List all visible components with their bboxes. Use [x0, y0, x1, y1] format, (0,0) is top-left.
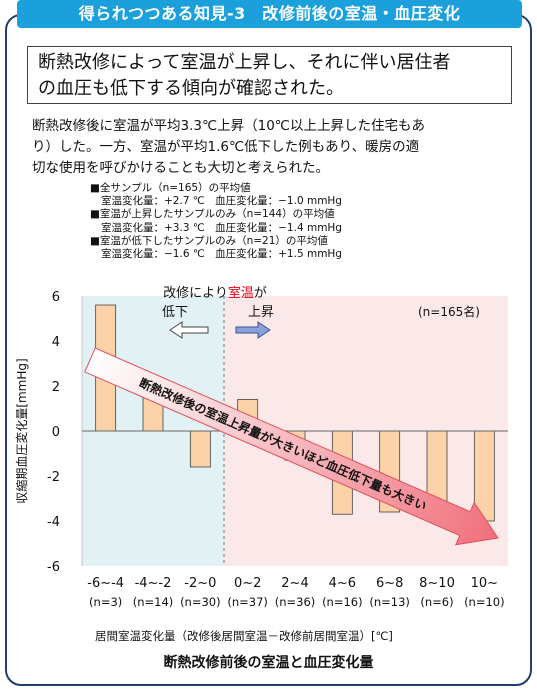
x-tick-label: 2~4	[281, 576, 308, 591]
top-annotation-red: 室温	[228, 285, 254, 301]
key-finding-line-1: 断熱改修によって室温が上昇し、それに伴い居住者	[38, 52, 451, 73]
y-tick-label: 2	[52, 380, 60, 395]
total-count: (n=165名)	[418, 304, 480, 319]
y-tick-label: -4	[47, 515, 60, 530]
x-count-label: (n=6)	[420, 595, 453, 609]
x-count-label: (n=3)	[89, 595, 122, 609]
x-tick-label: 0~2	[234, 576, 261, 591]
page-header: 得られつつある知見-3 改修前後の室温・血圧変化	[17, 0, 522, 28]
y-tick-label: 4	[52, 335, 60, 350]
y-tick-label: 6	[52, 290, 60, 305]
note-fall-head: ■室温が低下したサンプルのみ（n=21）の平均値	[90, 234, 328, 247]
increase-label: 上昇	[248, 305, 274, 320]
decrease-label: 低下	[162, 305, 188, 320]
trend-arrow-icon	[84, 347, 499, 546]
y-tick-label: 0	[52, 425, 60, 440]
body-line-3: 切な使用を呼びかけることも大切と考えられた。	[32, 160, 329, 176]
bar-2	[189, 430, 211, 468]
x-count-label: (n=14)	[133, 595, 174, 609]
x-count-label: (n=16)	[322, 595, 363, 609]
note-all-head: ■全サンプル（n=165）の平均値	[90, 182, 251, 194]
x-tick-label: 6~8	[376, 576, 403, 591]
x-tick-label: 4~6	[329, 576, 356, 591]
note-rise-head: ■室温が上昇したサンプルのみ（n=144）の平均値	[90, 208, 335, 221]
x-count-label: (n=10)	[464, 595, 505, 609]
y-tick-label: -2	[47, 470, 60, 485]
figure-caption: 断熱改修前後の室温と血圧変化量	[163, 655, 374, 671]
y-axis-label: 収縮期血圧変化量[mmHg]	[14, 358, 29, 503]
x-count-label: (n=37)	[227, 595, 268, 609]
note-fall-detail: 室温変化量：−1.6 ℃ 血圧変化量：+1.5 mmHg	[101, 248, 342, 261]
x-count-label: (n=13)	[369, 595, 410, 609]
x-tick-label: -4~-2	[135, 576, 172, 591]
left-arrow-icon	[169, 321, 209, 339]
note-rise-detail: 室温変化量：+3.3 ℃ 血圧変化量：−1.4 mmHg	[101, 221, 342, 234]
key-finding-line-2: の血圧も低下する傾向が確認された。	[38, 78, 344, 99]
x-count-label: (n=36)	[275, 595, 316, 609]
body-text: 断熱改修後に室温が平均3.3℃上昇（10℃以上上昇した住宅もあ り）した。一方、…	[32, 116, 510, 179]
x-tick-label: 8~10	[419, 576, 455, 591]
x-tick-label: 10~	[471, 576, 498, 591]
right-arrow-icon	[235, 321, 271, 339]
body-line-1: 断熱改修後に室温が平均3.3℃上昇（10℃以上上昇した住宅もあ	[32, 118, 425, 134]
top-annotation: 改修により室温が	[163, 285, 267, 301]
x-tick-label: -2~0	[184, 576, 216, 591]
x-tick-label: -6~-4	[87, 576, 124, 591]
body-line-2: り）した。一方、室温が平均1.6℃低下した例もあり、暖房の適	[32, 139, 420, 155]
key-finding-box: 断熱改修によって室温が上昇し、それに伴い居住者 の血圧も低下する傾向が確認された…	[27, 46, 512, 104]
summary-notes: ■全サンプル（n=165）の平均値 室温変化量：+2.7 ℃ 血圧変化量：−1.…	[90, 182, 342, 261]
x-axis-label: 居間室温変化量（改修後居間室温－改修前居間室温）[℃]	[95, 629, 393, 643]
y-tick-label: -6	[47, 560, 60, 575]
x-count-label: (n=30)	[180, 595, 221, 609]
note-all-detail: 室温変化量：+2.7 ℃ 血圧変化量：−1.0 mmHg	[101, 195, 342, 208]
